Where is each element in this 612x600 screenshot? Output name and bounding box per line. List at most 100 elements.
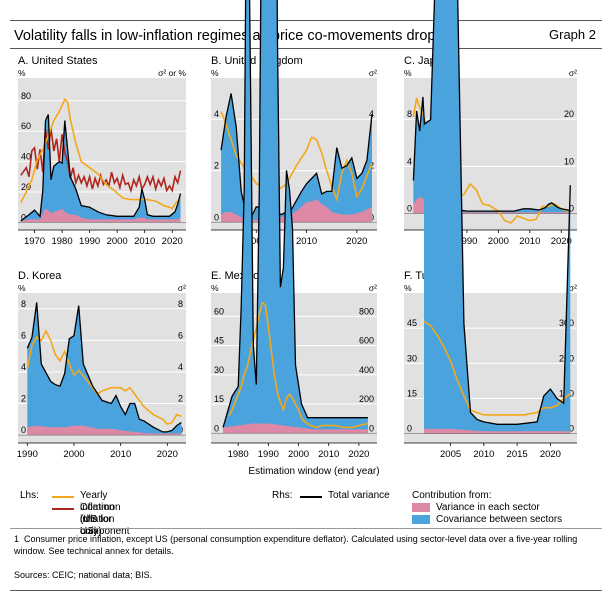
x-tick-label: 2020 bbox=[551, 236, 572, 247]
rhs-unit-label: σ² bbox=[569, 68, 577, 78]
rhs-unit-label: σ² bbox=[369, 68, 377, 78]
y-tick-label: 4 bbox=[407, 156, 412, 166]
legend-common-inflation-note: (US only) bbox=[80, 514, 102, 537]
rhs-tick-label: 400 bbox=[359, 365, 374, 375]
total-variance-line bbox=[20, 114, 182, 222]
x-tick-label: 2010 bbox=[318, 449, 339, 460]
y-tick-label: 30 bbox=[214, 365, 224, 375]
yearly-inflation-line bbox=[228, 301, 369, 429]
x-tick-label: 2010 bbox=[110, 449, 131, 460]
x-tick-label: 2010 bbox=[473, 449, 494, 460]
covariance-area bbox=[424, 0, 571, 434]
total-variance-line bbox=[423, 0, 571, 425]
x-tick-label: 2000 bbox=[107, 236, 128, 247]
variance-area bbox=[20, 208, 181, 223]
rhs-tick-label: 0 bbox=[569, 204, 574, 214]
y-tick-label: 4 bbox=[21, 362, 26, 372]
x-tick-label: 2000 bbox=[288, 449, 309, 460]
rhs-unit-label: σ² or % bbox=[158, 68, 186, 78]
y-tick-label: 60 bbox=[214, 306, 224, 316]
rhs-tick-label: 8 bbox=[178, 299, 183, 309]
y-tick-label: 6 bbox=[21, 330, 26, 340]
variance-area bbox=[223, 423, 368, 434]
legend-lhs-label: Lhs: bbox=[20, 490, 39, 501]
x-tick-label: 2020 bbox=[162, 236, 183, 247]
y-tick-label: 45 bbox=[214, 336, 224, 346]
legend-lhs: Lhs: Yearly inflation (rhs for US) Commo… bbox=[20, 490, 129, 537]
x-tick-label: 2005 bbox=[440, 449, 461, 460]
lhs-unit-label: % bbox=[404, 68, 412, 78]
y-tick-label: 8 bbox=[21, 299, 26, 309]
panel-b-united-kingdom: B. United Kingdom%σ²002244200020102020 bbox=[211, 55, 377, 247]
y-tick-label: 0 bbox=[214, 423, 219, 433]
rhs-tick-label: 800 bbox=[359, 306, 374, 316]
y-tick-label: 40 bbox=[21, 152, 31, 162]
y-tick-label: 20 bbox=[21, 182, 31, 192]
y-tick-label: 15 bbox=[407, 388, 417, 398]
y-tick-label: 2 bbox=[21, 394, 26, 404]
x-tick-label: 1990 bbox=[17, 449, 38, 460]
rhs-tick-label: 2 bbox=[178, 394, 183, 404]
legend-contribution: Contribution from: Variance in each sect… bbox=[412, 490, 562, 526]
yearly-inflation-line bbox=[20, 97, 181, 210]
legend-contribution-heading: Contribution from: bbox=[412, 490, 492, 501]
top-rule bbox=[10, 20, 602, 21]
title-rule bbox=[10, 48, 602, 49]
rhs-tick-label: 200 bbox=[359, 394, 374, 404]
x-tick-label: 1990 bbox=[258, 449, 279, 460]
graph-number: Graph 2 bbox=[549, 27, 596, 42]
legend-yearly-inflation-swatch bbox=[52, 496, 74, 498]
legend-variance-each-sector: Variance in each sector bbox=[436, 502, 540, 513]
y-tick-label: 45 bbox=[407, 318, 417, 328]
total-variance-line bbox=[220, 93, 373, 218]
bottom-rule bbox=[10, 590, 602, 591]
y-tick-label: 0 bbox=[21, 425, 26, 435]
y-tick-label: 60 bbox=[21, 121, 31, 131]
x-tick-label: 2020 bbox=[157, 449, 178, 460]
legend-common-inflation-swatch bbox=[52, 508, 74, 510]
footnote-mark: 1 bbox=[14, 534, 20, 544]
legend-rhs-label: Rhs: bbox=[272, 490, 293, 501]
panel-d-korea: D. Korea%σ²00224466881990200020102020 bbox=[17, 270, 186, 460]
rhs-tick-label: 20 bbox=[564, 109, 574, 119]
footnote-line-2: window. See technical annex for details. bbox=[14, 546, 174, 556]
x-tick-label: 2010 bbox=[296, 236, 317, 247]
covariance-area bbox=[27, 302, 182, 436]
variance-area bbox=[424, 428, 571, 434]
rhs-unit-label: σ² bbox=[178, 283, 186, 293]
legend-rhs: Rhs: Total variance bbox=[272, 490, 390, 502]
x-axis-title: Estimation window (end year) bbox=[248, 466, 379, 477]
rhs-tick-label: 600 bbox=[359, 336, 374, 346]
legend-yearly-inflation: Yearly inflation (rhs for US) bbox=[80, 490, 115, 537]
y-tick-label: 8 bbox=[407, 109, 412, 119]
lhs-unit-label: % bbox=[18, 68, 26, 78]
x-tick-label: 1990 bbox=[79, 236, 100, 247]
lhs-unit-label: % bbox=[18, 283, 26, 293]
x-tick-label: 1970 bbox=[24, 236, 45, 247]
lhs-unit-label: % bbox=[211, 68, 219, 78]
y-tick-label: 80 bbox=[21, 91, 31, 101]
covariance-area bbox=[20, 114, 181, 223]
y-tick-label: 0 bbox=[407, 204, 412, 214]
y-tick-label: 4 bbox=[214, 109, 219, 119]
yearly-inflation-line bbox=[423, 320, 571, 416]
x-tick-label: 2020 bbox=[346, 236, 367, 247]
rhs-tick-label: 6 bbox=[178, 330, 183, 340]
legend-total-variance: Total variance bbox=[328, 490, 390, 501]
x-tick-label: 2020 bbox=[540, 449, 561, 460]
legend-total-variance-swatch bbox=[300, 496, 322, 498]
footnote: 1 Consumer price inflation, except US (p… bbox=[14, 533, 599, 557]
legend-variance-swatch bbox=[412, 503, 430, 512]
panel-a-united-states: A. United States% σ² or % 0 20 40 60 80 1970 198… bbox=[18, 55, 186, 247]
x-tick-label: 2000 bbox=[246, 236, 267, 247]
variance-area bbox=[27, 425, 182, 436]
footnote-rule bbox=[10, 528, 602, 529]
y-tick-label: 0 bbox=[214, 212, 219, 222]
covariance-area bbox=[221, 93, 372, 223]
panel-title: D. Korea bbox=[18, 270, 62, 282]
y-tick-label: 0 bbox=[21, 212, 26, 222]
rhs-tick-label: 4 bbox=[178, 362, 183, 372]
y-tick-label: 30 bbox=[407, 353, 417, 363]
